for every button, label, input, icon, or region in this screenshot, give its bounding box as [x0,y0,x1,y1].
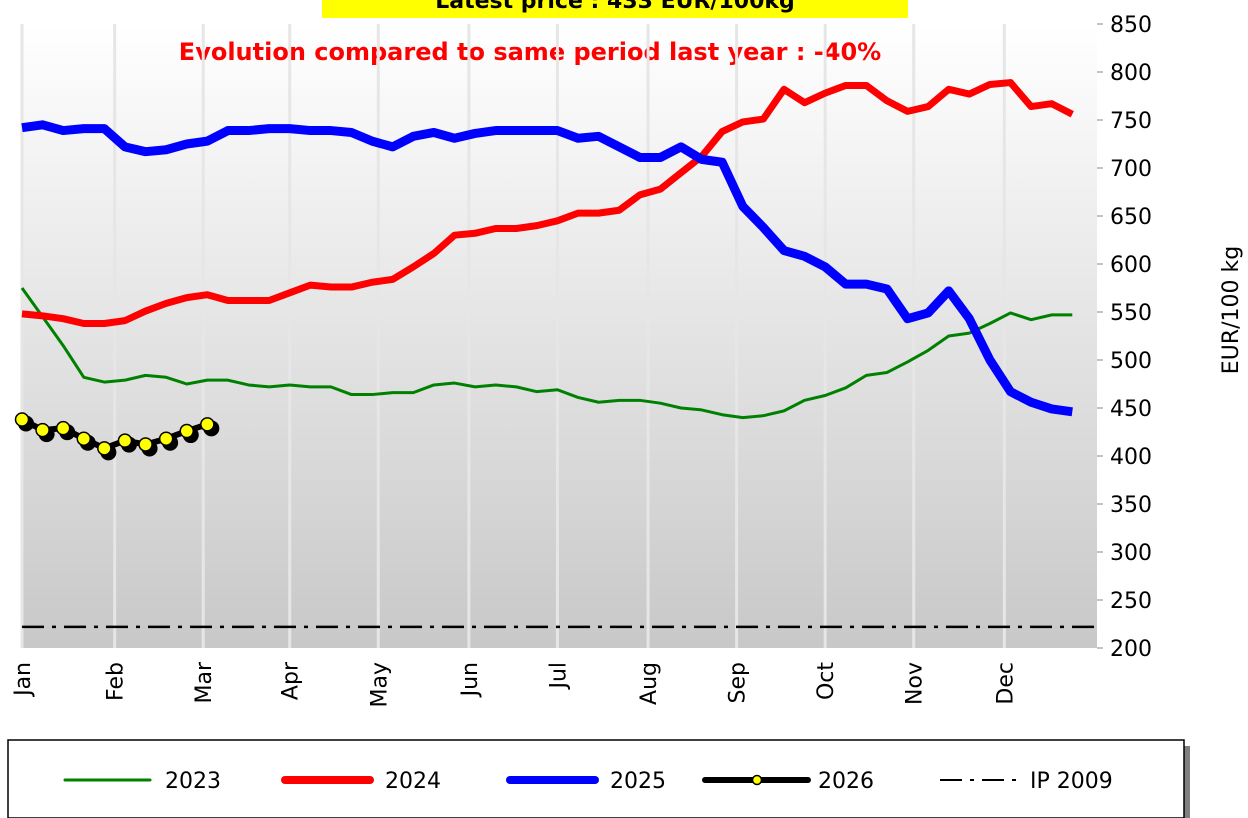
legend-label: 2025 [610,769,666,794]
y-tick-label: 850 [1110,13,1152,38]
plot-area [22,24,1097,648]
x-tick-label: Aug [637,662,662,705]
y-tick-label: 700 [1110,157,1152,182]
marker [97,441,112,456]
y-tick-label: 500 [1110,349,1152,374]
series-line [20,416,209,452]
y-tick-label: 800 [1110,61,1152,86]
y-tick-label: 600 [1110,253,1152,278]
legend-label: 2023 [165,769,221,794]
y-tick-label: 450 [1110,397,1152,422]
marker [76,431,92,446]
chart-title: Latest price : 433 EUR/100kg [435,0,795,14]
marker [179,423,195,439]
y-axis-label: EUR/100 kg [1219,246,1244,374]
legend-label: 2026 [818,769,874,794]
marker [200,417,215,432]
marker [158,431,174,446]
y-tick-label: 350 [1110,493,1152,518]
x-tick-label: Apr [279,661,304,700]
y-tick-label: 400 [1110,445,1152,470]
series-line [21,120,1073,417]
y-tick-label: 300 [1110,541,1152,566]
x-tick-label: Mar [192,661,217,703]
marker [117,433,133,448]
legend-label: IP 2009 [1030,769,1113,794]
chart-subtitle: Evolution compared to same period last y… [179,38,881,66]
series-lines [14,79,1097,629]
x-tick-label: Nov [903,662,928,705]
series-line [20,287,1073,420]
x-tick-label: May [367,662,392,707]
legend-label: 2024 [385,769,441,794]
marker [14,412,30,427]
y-tick-label: 550 [1110,301,1152,326]
x-tick-label: Jun [458,662,483,698]
title-box [322,0,908,18]
x-tick-label: Dec [993,662,1018,705]
y-tick-label: 750 [1110,109,1152,134]
y-tick-label: 200 [1110,637,1152,662]
marker [35,422,50,438]
x-tick-label: Jul [546,662,571,691]
marker [55,420,71,436]
x-tick-label: Oct [814,662,839,700]
marker [138,437,153,452]
x-tick-label: Sep [726,662,751,703]
legend-marker [751,774,763,786]
y-tick-label: 250 [1110,589,1152,614]
series-line [21,79,1074,328]
x-tick-label: Jan [11,662,36,698]
y-tick-label: 650 [1110,205,1152,230]
legend-items: 2023 2024 2025 2026 IP 2009 [63,769,1113,794]
x-tick-label: Feb [104,662,129,701]
